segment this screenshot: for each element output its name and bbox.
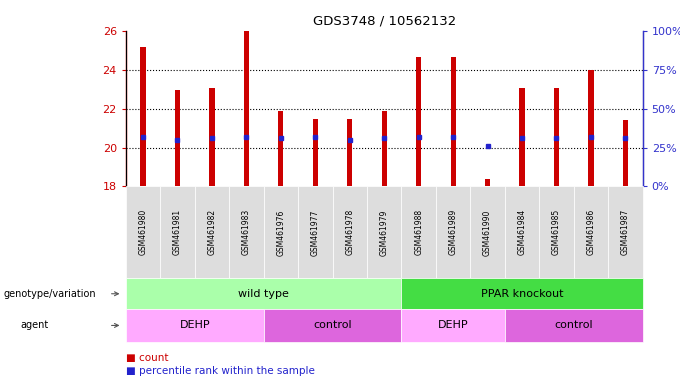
Bar (175, 89, 180, 186)
Text: GSM461981: GSM461981 (173, 209, 182, 255)
Text: GSM461990: GSM461990 (483, 209, 492, 255)
Bar (623, 121, 628, 186)
Text: GSM461977: GSM461977 (311, 209, 320, 255)
Text: GSM461986: GSM461986 (586, 209, 596, 255)
Text: control: control (313, 320, 352, 331)
Text: GSM461985: GSM461985 (552, 209, 561, 255)
Text: GSM461978: GSM461978 (345, 209, 354, 255)
Bar (588, 70, 594, 186)
Text: GSM461979: GSM461979 (379, 209, 389, 255)
Text: DEHP: DEHP (180, 320, 210, 331)
Bar (381, 111, 387, 186)
Bar (209, 88, 214, 186)
Text: control: control (554, 320, 593, 331)
Bar (554, 88, 559, 186)
Bar (485, 179, 490, 186)
Text: GSM461982: GSM461982 (207, 209, 216, 255)
Text: ■ percentile rank within the sample: ■ percentile rank within the sample (126, 366, 315, 376)
Text: GDS3748 / 10562132: GDS3748 / 10562132 (313, 15, 456, 28)
Bar (520, 88, 524, 186)
Text: ■ count: ■ count (126, 353, 169, 363)
Bar (278, 111, 284, 186)
Text: GSM461976: GSM461976 (276, 209, 286, 255)
Text: GSM461989: GSM461989 (449, 209, 458, 255)
Bar (244, 31, 249, 186)
Bar (313, 119, 318, 186)
Bar (416, 56, 421, 186)
Text: GSM461987: GSM461987 (621, 209, 630, 255)
Text: GSM461984: GSM461984 (517, 209, 526, 255)
Bar (141, 47, 146, 186)
Text: genotype/variation: genotype/variation (3, 289, 96, 299)
Bar (347, 119, 352, 186)
Text: GSM461983: GSM461983 (242, 209, 251, 255)
Text: GSM461980: GSM461980 (139, 209, 148, 255)
Bar (451, 56, 456, 186)
Text: DEHP: DEHP (438, 320, 469, 331)
Text: wild type: wild type (238, 289, 289, 299)
Text: PPAR knockout: PPAR knockout (481, 289, 563, 299)
Text: agent: agent (20, 320, 49, 331)
Text: GSM461988: GSM461988 (414, 209, 423, 255)
